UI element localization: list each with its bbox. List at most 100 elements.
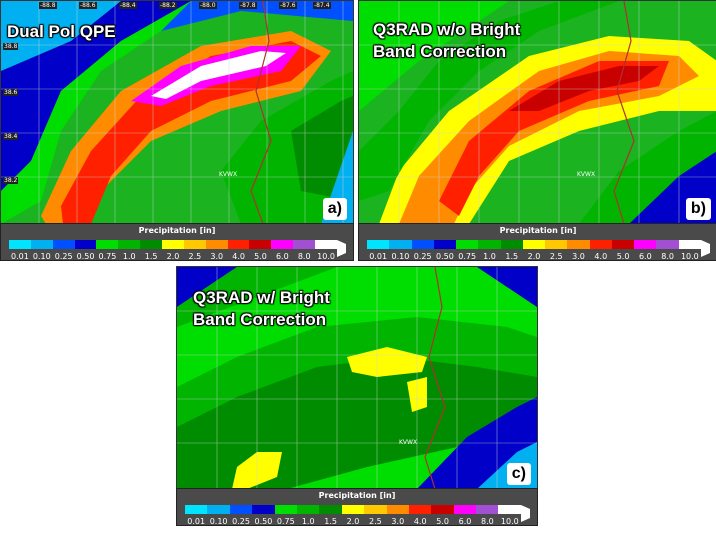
legend-c: Precipitation [in] 0.01 0.10 0.25 0.50 0.75 1… bbox=[176, 488, 538, 526]
legend-swatch bbox=[30, 240, 53, 249]
legend-swatch bbox=[431, 505, 454, 514]
legend-label: 5.0 bbox=[616, 252, 630, 261]
legend-title: Precipitation [in] bbox=[318, 491, 396, 500]
legend-title: Precipitation [in] bbox=[138, 226, 216, 235]
legend-swatch bbox=[386, 505, 409, 514]
legend-label: 0.25 bbox=[413, 252, 432, 261]
legend-label: 4.0 bbox=[594, 252, 608, 261]
legend-label: 0.25 bbox=[232, 517, 250, 526]
legend-label: 10.0 bbox=[500, 517, 519, 526]
legend-swatch bbox=[500, 240, 523, 249]
legend-labels: 0.01 0.10 0.25 0.50 0.75 1.0 1.5 2.0 2.5 3.0 4.0 5.… bbox=[177, 517, 537, 526]
legend-swatch bbox=[408, 505, 432, 514]
legend-label: 2.0 bbox=[527, 252, 541, 261]
legend-label: 0.01 bbox=[369, 252, 388, 261]
legend-color-bar bbox=[9, 240, 346, 257]
legend-swatch bbox=[162, 240, 184, 249]
legend-label: 0.25 bbox=[54, 252, 73, 261]
legend-label: 1.5 bbox=[324, 517, 337, 526]
lon-label: -88.4 bbox=[119, 2, 137, 9]
panel-b-q3rad-without-bb: KVWX Q3RAD w/o Bright Band Correction b) bbox=[358, 0, 716, 225]
radar-station-label: KVWX bbox=[399, 439, 418, 446]
legend-label: 4.0 bbox=[413, 517, 427, 526]
legend-label: 1.0 bbox=[483, 252, 496, 261]
panel-a-dual-pol-qpe: -88.8 -88.6 -88.4 -88.2 -88.0 -87.8 -87.… bbox=[0, 0, 354, 225]
legend-swatch bbox=[185, 505, 208, 514]
legend-swatch bbox=[389, 240, 412, 249]
legend-swatch bbox=[252, 505, 275, 514]
legend-swatch bbox=[229, 505, 253, 514]
legend-swatch bbox=[52, 240, 75, 249]
legend-swatch bbox=[249, 240, 272, 249]
legend-swatch bbox=[567, 240, 590, 249]
legend-label: 2.5 bbox=[369, 517, 382, 526]
legend-label: 5.0 bbox=[254, 252, 267, 261]
legend-label: 0.50 bbox=[254, 517, 273, 526]
legend-arrow bbox=[520, 505, 530, 522]
legend-color-bar bbox=[367, 240, 710, 257]
legend-swatch bbox=[476, 505, 499, 514]
legend-swatch bbox=[319, 505, 342, 514]
lat-label: 38.2 bbox=[3, 177, 19, 184]
panel-title: Q3RAD w/ Bright Band Correction bbox=[193, 288, 330, 329]
legend-label: 2.0 bbox=[346, 517, 360, 526]
radar-station-label: KVWX bbox=[219, 171, 238, 178]
panel-tag: b) bbox=[685, 198, 711, 220]
legend-label: 6.0 bbox=[638, 252, 652, 261]
legend-label: 6.0 bbox=[275, 252, 289, 261]
legend-label: 0.50 bbox=[76, 252, 95, 261]
legend-label: 0.10 bbox=[209, 517, 228, 526]
legend-swatch bbox=[453, 505, 477, 514]
lon-label: -87.4 bbox=[313, 2, 331, 9]
legend-swatch bbox=[545, 240, 568, 249]
state-border-a bbox=[250, 1, 272, 224]
legend-label: 3.0 bbox=[391, 517, 405, 526]
lon-label: -87.8 bbox=[239, 2, 257, 9]
legend-label: 1.0 bbox=[122, 252, 136, 261]
legend-label: 10.0 bbox=[680, 252, 699, 261]
legend-label: 6.0 bbox=[458, 517, 472, 526]
legend-swatch bbox=[678, 240, 701, 249]
legend-swatch bbox=[296, 505, 320, 514]
lat-label: 38.6 bbox=[3, 89, 19, 96]
legend-swatch bbox=[96, 240, 119, 249]
panel-title: Q3RAD w/o Bright Band Correction bbox=[373, 20, 521, 61]
legend-label: 1.5 bbox=[505, 252, 519, 261]
legend-label: 8.0 bbox=[661, 252, 674, 261]
precip-map-a bbox=[1, 1, 353, 224]
legend-swatch bbox=[274, 505, 297, 514]
legend-swatch bbox=[611, 240, 635, 249]
legend-label: 8.0 bbox=[297, 252, 311, 261]
legend-swatch bbox=[364, 505, 387, 514]
legend-swatch bbox=[207, 505, 230, 514]
legend-swatch bbox=[656, 240, 679, 249]
radar-station-label: KVWX bbox=[577, 171, 596, 178]
legend-swatch bbox=[183, 240, 206, 249]
legend-label: 0.75 bbox=[458, 252, 477, 261]
legend-swatch bbox=[140, 240, 163, 249]
legend-label: 2.5 bbox=[549, 252, 563, 261]
panel-tag: a) bbox=[322, 198, 347, 220]
legend-label: 5.0 bbox=[436, 517, 449, 526]
legend-label: 0.50 bbox=[436, 252, 454, 261]
legend-label: 0.10 bbox=[391, 252, 410, 261]
legend-swatch bbox=[205, 240, 228, 249]
panel-tag: c) bbox=[506, 463, 531, 485]
lat-label: 38.4 bbox=[3, 133, 19, 140]
legend-label: 8.0 bbox=[481, 517, 494, 526]
legend-swatch bbox=[634, 240, 657, 249]
legend-swatch bbox=[522, 240, 546, 249]
legend-label: 10.0 bbox=[317, 252, 335, 261]
legend-swatch bbox=[367, 240, 390, 249]
legend-label: 0.75 bbox=[276, 517, 295, 526]
legend-swatch bbox=[315, 240, 337, 249]
legend-title: Precipitation [in] bbox=[499, 226, 577, 235]
legend-label: 0.10 bbox=[32, 252, 51, 261]
lon-label: -87.6 bbox=[279, 2, 297, 9]
legend-swatch bbox=[118, 240, 141, 249]
legend-label: 1.5 bbox=[144, 252, 158, 261]
legend-swatch bbox=[411, 240, 434, 249]
lat-label: 38.8 bbox=[3, 43, 19, 50]
lon-label: -88.0 bbox=[199, 2, 217, 9]
legend-swatch bbox=[293, 240, 316, 249]
